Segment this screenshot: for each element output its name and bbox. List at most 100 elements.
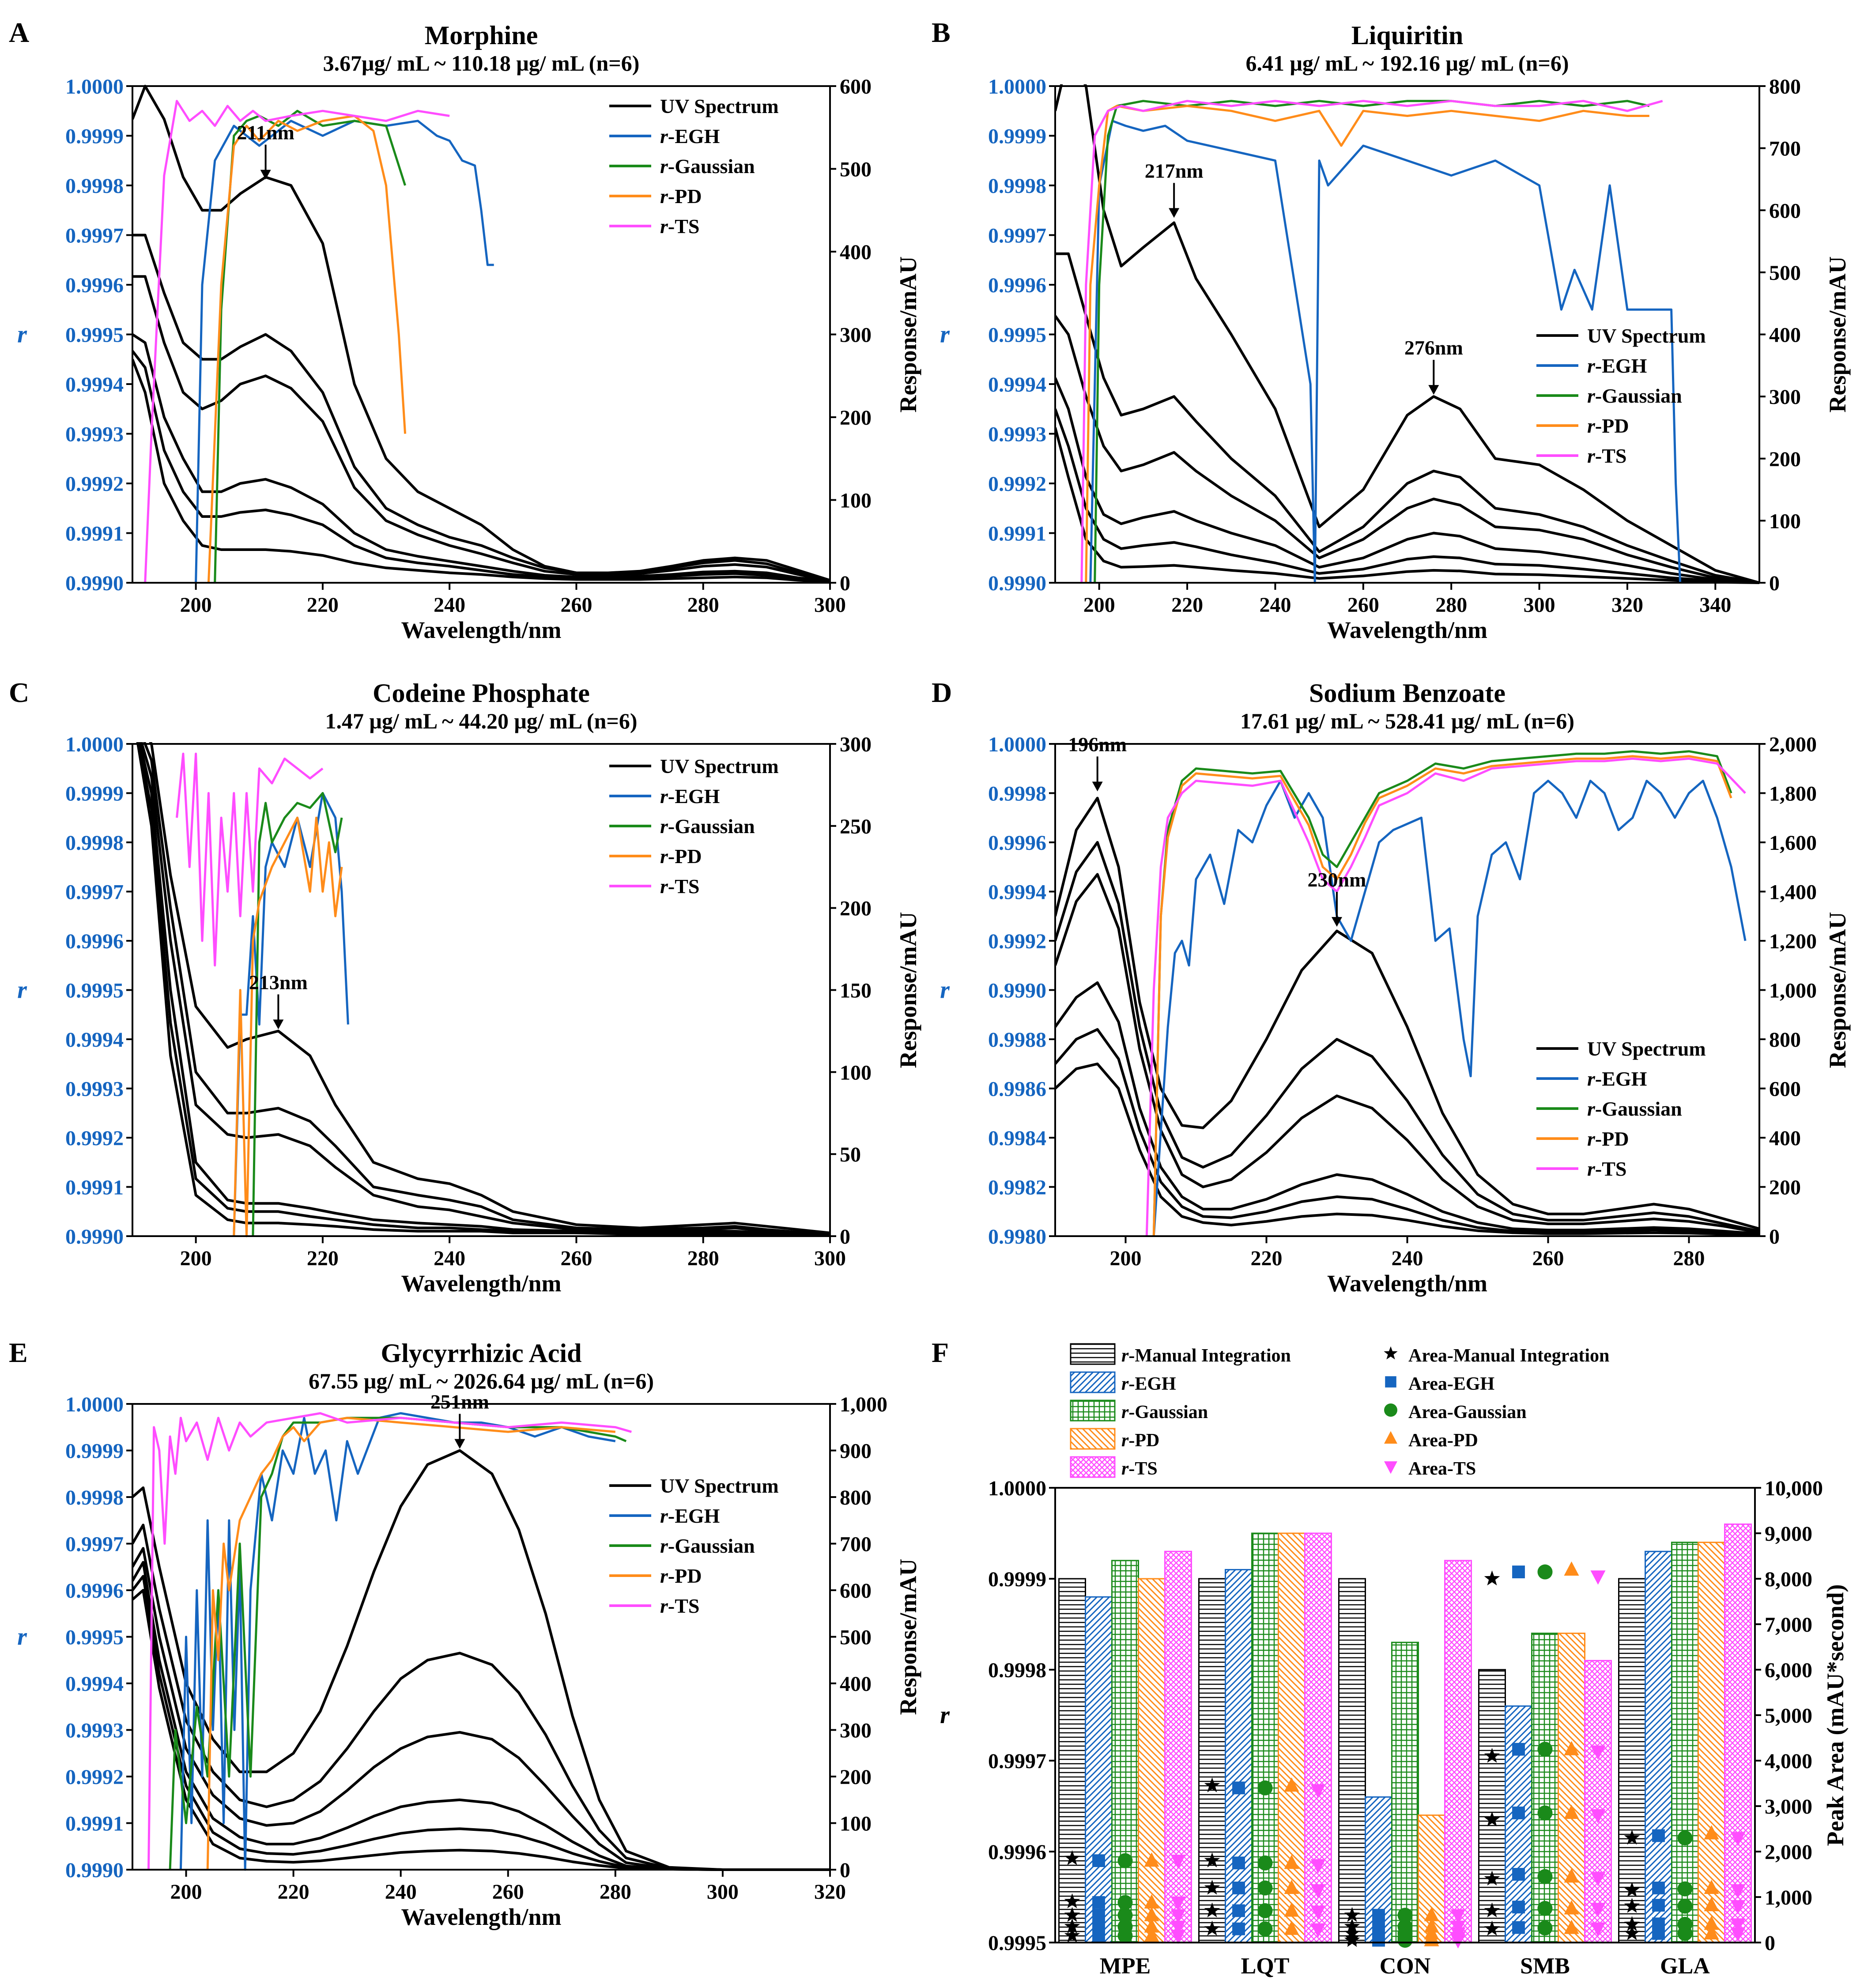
area-marker-circle	[1397, 1908, 1413, 1923]
area-marker-square	[1512, 1743, 1525, 1756]
left-tick-label: 0.9997	[65, 1533, 124, 1556]
area-marker-triangle-down	[1310, 1859, 1326, 1874]
left-tick-label: 0.9993	[988, 423, 1046, 446]
annotation-arrowhead	[260, 170, 271, 180]
category-label: CON	[1380, 1954, 1431, 1979]
area-marker-triangle-up	[1564, 1741, 1579, 1755]
left-tick-label: 0.9999	[988, 125, 1046, 148]
bar-r-ts	[1164, 1550, 1192, 1943]
peak-annotation: 217nm	[1145, 159, 1204, 182]
area-marker-star	[1484, 1570, 1500, 1586]
x-tick-label: 240	[434, 593, 465, 617]
area-marker-circle	[1117, 1853, 1133, 1868]
area-marker-circle	[1537, 1805, 1553, 1821]
left-tick-label: 1.0000	[65, 75, 124, 98]
r-ts-line	[1145, 757, 1746, 1237]
area-marker-circle	[1257, 1921, 1273, 1937]
x-tick-label: 220	[307, 593, 339, 617]
left-tick-label: 0.9996	[65, 1579, 124, 1603]
bar-r-manual-integration	[1478, 1669, 1506, 1943]
legend-label: r-PD	[660, 185, 702, 207]
right-tick-label: 10,000	[1765, 1477, 1823, 1500]
r-ts-line	[147, 1412, 632, 1870]
legend-label: r-EGH	[660, 125, 720, 147]
area-marker-triangle-down	[1170, 1929, 1186, 1944]
area-marker-triangle-up	[1564, 1561, 1579, 1576]
right-tick-label: 500	[840, 158, 872, 181]
left-tick-label: 0.9997	[988, 224, 1046, 248]
right-tick-label: 400	[840, 241, 872, 264]
x-tick-label: 220	[1171, 593, 1203, 617]
x-tick-label: 240	[385, 1880, 417, 1904]
right-tick-label: 7,000	[1765, 1613, 1812, 1637]
area-marker-star	[1624, 1916, 1640, 1931]
bar-r-egh	[1085, 1596, 1113, 1943]
area-marker-square	[1652, 1881, 1665, 1894]
x-tick-label: 220	[307, 1247, 339, 1270]
annotation-arrowhead	[454, 1439, 465, 1449]
uv-spectrum-line-6	[136, 742, 830, 1236]
bar-r-manual-integration	[1338, 1578, 1366, 1943]
left-tick-label: 0.9994	[65, 373, 124, 396]
right-tick-label: 300	[840, 324, 872, 347]
legend-label: r-PD	[1121, 1430, 1159, 1451]
r-gaussian-line	[252, 792, 343, 1237]
left-tick-label: 1.0000	[988, 75, 1046, 98]
r-series-lines	[144, 100, 494, 583]
right-axis-label: Response/mAU	[895, 912, 921, 1068]
bar-r-ts	[1724, 1523, 1752, 1943]
right-tick-label: 800	[1769, 75, 1801, 98]
area-marker-star	[1344, 1932, 1360, 1947]
x-tick-label: 300	[814, 593, 846, 617]
annotation-arrowhead	[1169, 208, 1180, 218]
area-marker-star	[1204, 1879, 1220, 1895]
right-tick-label: 200	[840, 406, 872, 430]
chart-subtitle: 1.47 μg/ mL ~ 44.20 μg/ mL (n=6)	[325, 709, 637, 733]
uv-spectrum-line-4	[1055, 981, 1759, 1235]
right-tick-label: 0	[1765, 1931, 1775, 1955]
left-axis-label: r	[17, 1623, 27, 1651]
peak-annotation: 211nm	[237, 121, 294, 144]
x-tick-label: 220	[1251, 1247, 1283, 1270]
left-tick-label: 0.9986	[988, 1078, 1046, 1101]
left-tick-label: 0.9980	[988, 1225, 1046, 1249]
area-marker-circle	[1677, 1830, 1693, 1846]
right-tick-label: 5,000	[1765, 1704, 1812, 1728]
area-marker-triangle-down	[1170, 1909, 1186, 1924]
bar-r-ts	[1304, 1532, 1332, 1943]
uv-spectrum-line-6	[1055, 1062, 1759, 1237]
legend-label: Area-PD	[1408, 1430, 1478, 1451]
right-tick-label: 8,000	[1765, 1568, 1812, 1591]
area-marker-circle	[1257, 1780, 1273, 1796]
area-marker-star	[1484, 1811, 1500, 1826]
legend-label: r-PD	[1587, 415, 1629, 437]
right-tick-label: 0	[840, 572, 850, 595]
right-axis-label: Peak Area (mAU*second)	[1822, 1584, 1849, 1846]
legend-label: r-TS	[1587, 445, 1627, 467]
x-tick-label: 200	[1110, 1247, 1142, 1270]
r-series-lines	[176, 752, 349, 1237]
area-marker-circle	[1537, 1920, 1553, 1936]
legend-swatch	[1070, 1456, 1116, 1478]
right-tick-label: 1,800	[1769, 782, 1817, 806]
left-tick-label: 0.9993	[65, 1078, 124, 1101]
area-marker-circle	[1537, 1742, 1553, 1757]
area-marker-triangle-up	[1564, 1920, 1579, 1934]
area-marker-star	[1064, 1927, 1080, 1943]
bar-r-gaussian	[1671, 1542, 1699, 1943]
legend-label: Area-TS	[1408, 1459, 1476, 1479]
legend-label: r-EGH	[660, 1505, 720, 1527]
bar-r-gaussian	[1111, 1560, 1139, 1943]
area-marker-circle	[1677, 1898, 1693, 1914]
x-tick-label: 200	[1083, 593, 1115, 617]
x-tick-label: 200	[180, 1247, 212, 1270]
area-marker-star	[1484, 1920, 1500, 1936]
bar-r-gaussian	[1531, 1633, 1559, 1943]
right-tick-label: 0	[1769, 1225, 1780, 1249]
legend-marker	[1385, 1376, 1396, 1388]
uv-spectrum-line-1	[1055, 796, 1759, 1230]
area-marker-star	[1624, 1925, 1640, 1940]
